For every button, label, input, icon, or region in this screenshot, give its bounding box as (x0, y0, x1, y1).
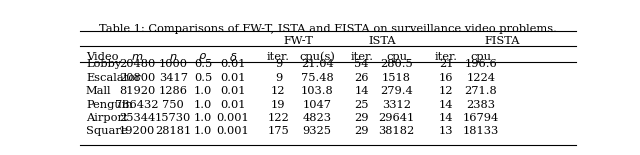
Text: 1.0: 1.0 (194, 113, 212, 123)
Text: cpu(s): cpu(s) (299, 51, 335, 62)
Text: 29: 29 (355, 126, 369, 136)
Text: iter.: iter. (267, 52, 290, 62)
Text: 0.5: 0.5 (194, 59, 212, 69)
Text: 1.0: 1.0 (194, 126, 212, 136)
Text: 14: 14 (439, 100, 453, 110)
Text: $m$: $m$ (131, 52, 143, 62)
Text: 54: 54 (355, 59, 369, 69)
Text: 20800: 20800 (119, 73, 155, 83)
Text: 12: 12 (439, 86, 453, 96)
Text: 28181: 28181 (155, 126, 191, 136)
Text: 3417: 3417 (159, 73, 188, 83)
Text: ISTA: ISTA (369, 36, 396, 46)
Text: 38182: 38182 (378, 126, 415, 136)
Text: 280.5: 280.5 (380, 59, 413, 69)
Text: 4823: 4823 (303, 113, 332, 123)
Text: 29641: 29641 (378, 113, 415, 123)
Text: 9325: 9325 (303, 126, 332, 136)
Text: 0.01: 0.01 (220, 86, 246, 96)
Text: 81920: 81920 (119, 86, 155, 96)
Text: 9: 9 (275, 73, 282, 83)
Text: Lobby: Lobby (86, 59, 121, 69)
Text: $\rho$: $\rho$ (198, 51, 207, 63)
Text: 122: 122 (268, 113, 289, 123)
Text: $\delta$: $\delta$ (228, 51, 237, 63)
Text: 9: 9 (275, 59, 282, 69)
Text: 750: 750 (163, 100, 184, 110)
Text: 1000: 1000 (159, 59, 188, 69)
Text: Escalator: Escalator (86, 73, 141, 83)
Text: 175: 175 (268, 126, 289, 136)
Text: iter.: iter. (435, 52, 458, 62)
Text: 14: 14 (439, 113, 453, 123)
Text: 21.04: 21.04 (301, 59, 333, 69)
Text: cpu: cpu (386, 52, 407, 62)
Text: Video: Video (86, 52, 118, 62)
Text: 3312: 3312 (382, 100, 411, 110)
Text: 15730: 15730 (155, 113, 191, 123)
Text: 0.01: 0.01 (220, 59, 246, 69)
Text: Mall: Mall (86, 86, 111, 96)
Text: 1286: 1286 (159, 86, 188, 96)
Text: 19: 19 (271, 100, 285, 110)
Text: 1.0: 1.0 (194, 86, 212, 96)
Text: Penguin: Penguin (86, 100, 132, 110)
Text: 1518: 1518 (382, 73, 411, 83)
Text: 0.001: 0.001 (216, 126, 249, 136)
Text: 21: 21 (439, 59, 453, 69)
Text: 26: 26 (355, 73, 369, 83)
Text: 786432: 786432 (115, 100, 159, 110)
Text: 16: 16 (439, 73, 453, 83)
Text: 16794: 16794 (463, 113, 499, 123)
Text: 103.8: 103.8 (301, 86, 333, 96)
Text: 20480: 20480 (119, 59, 155, 69)
Text: FISTA: FISTA (484, 36, 520, 46)
Text: 19200: 19200 (119, 126, 155, 136)
Text: $n$: $n$ (169, 52, 177, 62)
Text: 25: 25 (355, 100, 369, 110)
Text: FW-T: FW-T (284, 36, 313, 46)
Text: 12: 12 (271, 86, 285, 96)
Text: Airport: Airport (86, 113, 127, 123)
Text: 29: 29 (355, 113, 369, 123)
Text: 2383: 2383 (467, 100, 495, 110)
Text: 1.0: 1.0 (194, 100, 212, 110)
Text: 1047: 1047 (303, 100, 332, 110)
Text: 75.48: 75.48 (301, 73, 333, 83)
Text: 0.5: 0.5 (194, 73, 212, 83)
Text: 279.4: 279.4 (380, 86, 413, 96)
Text: 25344: 25344 (119, 113, 155, 123)
Text: 0.001: 0.001 (216, 113, 249, 123)
Text: Square: Square (86, 126, 127, 136)
Text: 13: 13 (439, 126, 453, 136)
Text: iter.: iter. (350, 52, 373, 62)
Text: cpu: cpu (470, 52, 492, 62)
Text: 196.6: 196.6 (465, 59, 497, 69)
Text: 0.01: 0.01 (220, 73, 246, 83)
Text: 0.01: 0.01 (220, 100, 246, 110)
Text: 1224: 1224 (467, 73, 495, 83)
Text: 271.8: 271.8 (465, 86, 497, 96)
Text: Table 1: Comparisons of FW-T, ISTA and FISTA on surveillance video problems.: Table 1: Comparisons of FW-T, ISTA and F… (99, 24, 557, 34)
Text: 14: 14 (355, 86, 369, 96)
Text: 18133: 18133 (463, 126, 499, 136)
